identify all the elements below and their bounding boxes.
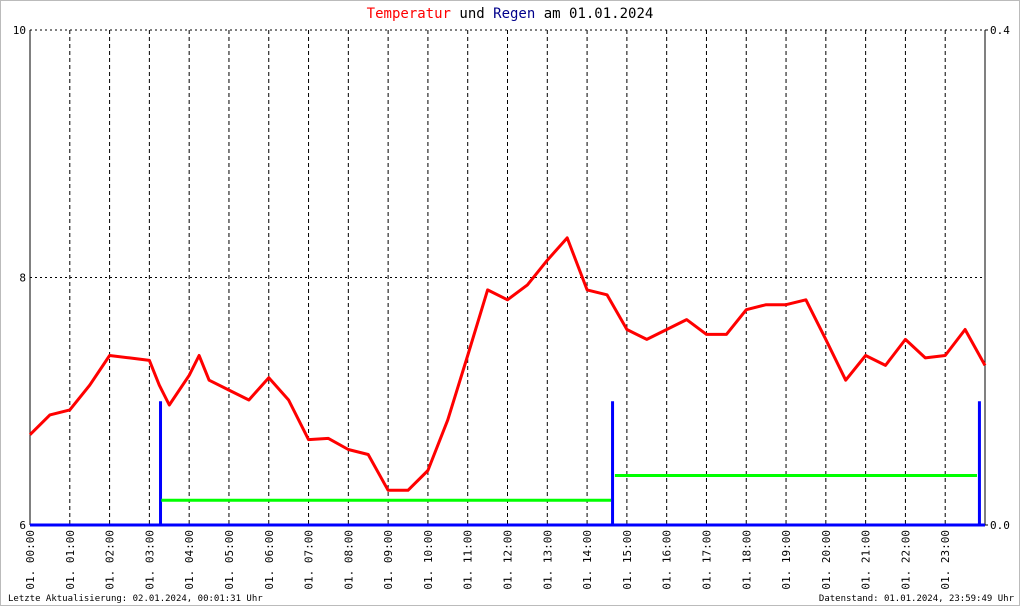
title-part: am 01.01.2024 [544,6,654,22]
footer-right: Datenstand: 01.01.2024, 23:59:49 Uhr [819,594,1015,604]
x-tick-label: 01. 11:00 [462,530,475,590]
x-tick-label: 01. 09:00 [382,530,395,590]
series-line [28,236,987,492]
title-part: Regen [493,6,535,22]
y-tick-label: 6 [19,519,26,532]
series-line [161,474,977,502]
title-part: und [459,6,484,22]
chart-title: Temperatur und Regen am 01.01.2024 [367,6,654,22]
x-tick-label: 01. 03:00 [143,530,156,590]
x-tick-label: 01. 23:00 [939,530,952,590]
x-tick-label: 01. 02:00 [104,530,117,590]
x-tick-label: 01. 20:00 [820,530,833,590]
x-tick-label: 01. 16:00 [661,530,674,590]
x-tick-label: 01. 14:00 [581,530,594,590]
x-tick-label: 01. 08:00 [342,530,355,590]
x-tick-label: 01. 21:00 [860,530,873,590]
x-tick-label: 01. 05:00 [223,530,236,590]
y-tick-label: 10 [13,24,26,37]
x-tick-label: 01. 18:00 [740,530,753,590]
x-tick-label: 01. 13:00 [541,530,554,590]
y-tick-label: 8 [19,272,26,285]
y2-tick-label: 0.0 [990,519,1010,532]
x-tick-label: 01. 06:00 [263,530,276,590]
x-tick-label: 01. 01:00 [64,530,77,590]
x-tick-label: 01. 17:00 [700,530,713,590]
y2-tick-label: 0.4 [990,24,1010,37]
x-tick-label: 01. 00:00 [24,530,37,590]
x-tick-label: 01. 15:00 [621,530,634,590]
x-tick-label: 01. 04:00 [183,530,196,590]
title-part: Temperatur [367,6,451,22]
x-tick-label: 01. 22:00 [899,530,912,590]
x-tick-label: 01. 10:00 [422,530,435,590]
x-tick-label: 01. 07:00 [303,530,316,590]
x-tick-label: 01. 12:00 [502,530,515,590]
x-tick-label: 01. 19:00 [780,530,793,590]
footer-left: Letzte Aktualisierung: 02.01.2024, 00:01… [8,594,263,604]
